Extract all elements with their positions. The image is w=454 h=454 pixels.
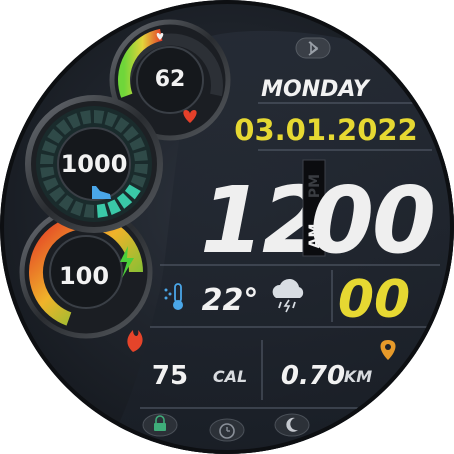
cloud-rain-lightning-icon <box>272 278 304 313</box>
steps-tick-segment <box>134 164 148 175</box>
steps-tick-segment <box>122 125 139 142</box>
lightning-icon <box>120 246 134 278</box>
heart-rate-arc <box>118 28 163 98</box>
calories-unit: CAL <box>213 367 247 386</box>
steps-tick-segment <box>49 186 66 203</box>
steps-tick-segment <box>40 153 54 164</box>
moon-button[interactable] <box>274 413 310 437</box>
steps-tick-segment <box>41 140 58 154</box>
flame-icon <box>127 330 143 352</box>
steps-gauge[interactable]: 1000 <box>25 95 163 233</box>
steps-tick-segment <box>96 203 108 218</box>
steps-tick-segment <box>80 110 92 125</box>
bluetooth-icon <box>295 37 331 59</box>
ampm-am: AM <box>307 224 323 249</box>
seconds-text: 00 <box>338 270 410 330</box>
heart-rate-value: 62 <box>155 67 186 92</box>
steps-tick-segment <box>42 177 59 191</box>
shoe-icon <box>92 186 111 199</box>
steps-tick-segment <box>107 199 121 216</box>
battery-gauge[interactable]: 100 <box>19 205 153 339</box>
battery-arc <box>29 215 143 326</box>
temperature-text: 22° <box>202 283 259 318</box>
steps-tick-segment <box>129 137 146 151</box>
steps-tick-segment <box>83 204 94 218</box>
steps-tick-segment <box>133 150 148 162</box>
steps-tick-segment <box>67 112 81 129</box>
steps-tick-segment <box>55 119 72 136</box>
steps-value: 1000 <box>61 150 128 178</box>
weekday-label: MONDAY <box>261 77 371 102</box>
steps-tick-segment <box>124 184 141 200</box>
distance-unit: KM <box>344 367 372 386</box>
thermometer-icon <box>164 283 183 310</box>
steps-tick-ring <box>40 110 148 218</box>
calories-value: 75 <box>152 361 188 391</box>
steps-tick-segment <box>94 110 105 124</box>
steps-tick-segment <box>130 174 147 188</box>
date-label: 03.01.2022 <box>234 113 417 147</box>
minutes-text: 00 <box>310 167 434 274</box>
battery-value: 100 <box>59 262 109 290</box>
ampm-pm: PM <box>307 174 323 198</box>
steps-tick-segment <box>40 166 55 178</box>
alarm-button[interactable] <box>209 418 245 442</box>
lock-button[interactable] <box>142 413 178 437</box>
heart-icon <box>183 110 197 123</box>
steps-tick-segment <box>70 200 84 217</box>
steps-tick-segment <box>114 117 130 134</box>
ampm-indicator: PM AM <box>302 159 326 257</box>
distance-value: 0.70 <box>281 361 345 391</box>
steps-tick-segment <box>116 192 133 209</box>
heart-rate-gauge[interactable]: 62 <box>109 19 231 141</box>
steps-tick-segment <box>104 111 118 128</box>
steps-tick-segment <box>47 128 64 144</box>
steps-tick-segment <box>58 194 74 211</box>
location-pin-icon <box>380 340 396 360</box>
